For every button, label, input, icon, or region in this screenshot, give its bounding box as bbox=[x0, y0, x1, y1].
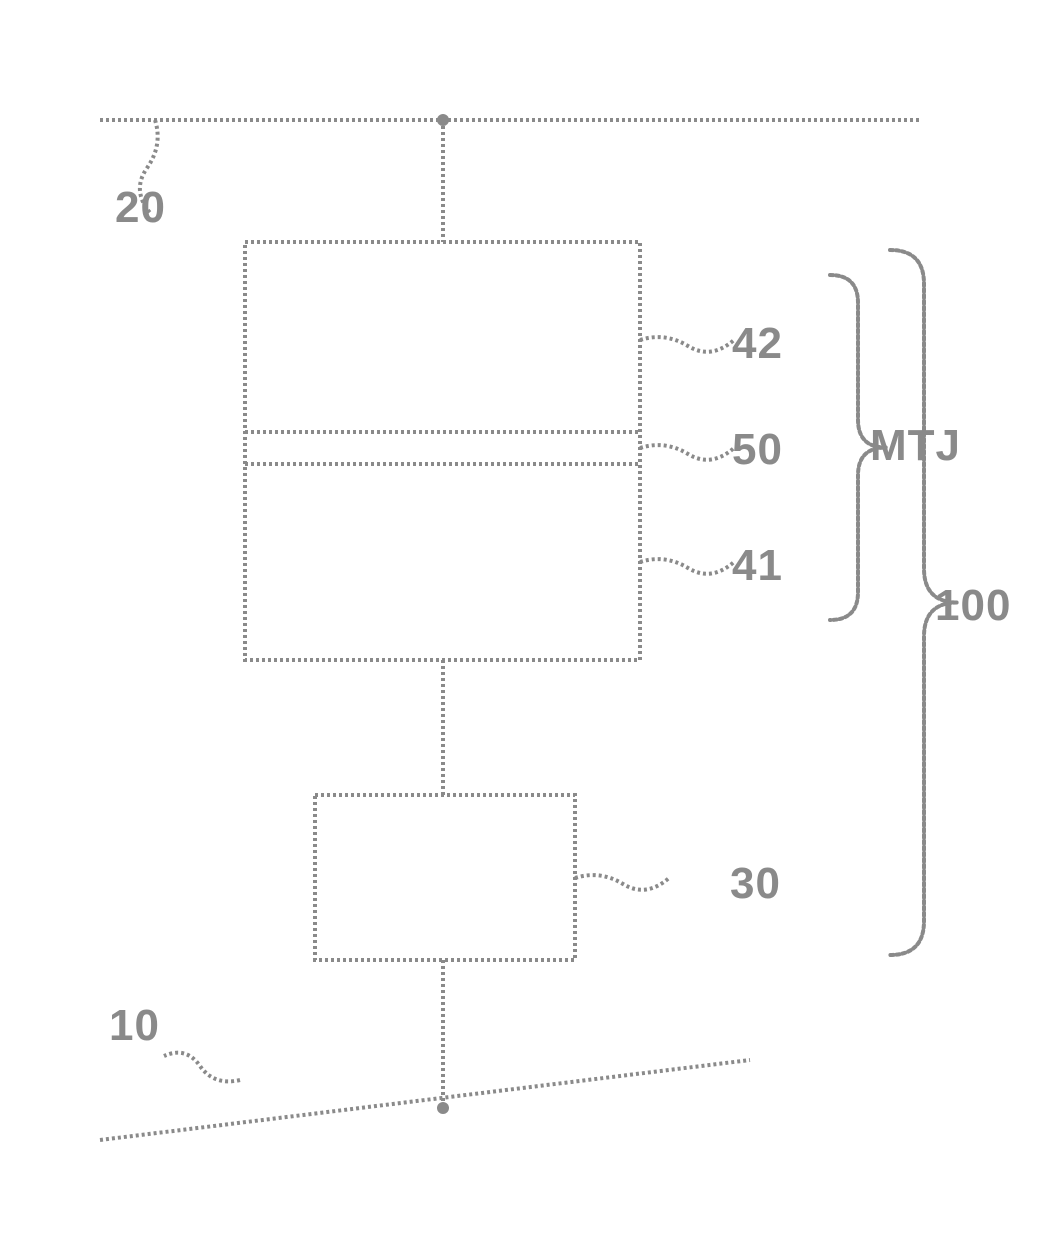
label-100: 100 bbox=[935, 581, 1011, 630]
callout-10 bbox=[164, 1053, 240, 1082]
label-50: 50 bbox=[732, 425, 783, 474]
callout-42 bbox=[640, 337, 734, 352]
mtj-stack bbox=[245, 242, 640, 660]
node-top bbox=[437, 114, 449, 126]
callout-30 bbox=[575, 875, 669, 890]
label-30: 30 bbox=[730, 859, 781, 908]
node-bottom bbox=[437, 1102, 449, 1114]
callout-50 bbox=[640, 445, 734, 460]
label-41: 41 bbox=[732, 541, 783, 590]
label-42: 42 bbox=[732, 319, 783, 368]
callout-41 bbox=[640, 559, 734, 574]
block-30 bbox=[315, 795, 575, 960]
label-20: 20 bbox=[115, 183, 166, 232]
label-10: 10 bbox=[109, 1001, 160, 1050]
wire-bottom bbox=[100, 1060, 750, 1140]
diagram-canvas: 20 42 50 41 30 10 MTJ 100 bbox=[0, 0, 1064, 1252]
label-mtj: MTJ bbox=[870, 421, 961, 470]
